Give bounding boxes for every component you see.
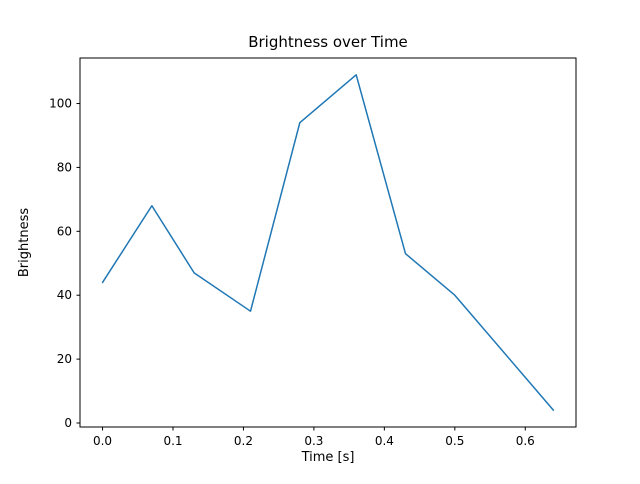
x-tick-label: 0.6 [516, 434, 535, 448]
y-axis-ticks: 0 20 40 60 80 100 [49, 97, 80, 430]
x-tick-label: 0.2 [234, 434, 253, 448]
y-tick-label: 40 [57, 288, 72, 302]
x-tick-label: 0.1 [163, 434, 182, 448]
y-axis-label: Brightness [17, 208, 32, 277]
axes-spines [79, 57, 577, 428]
x-tick-label: 0.3 [304, 434, 323, 448]
y-tick-label: 80 [57, 160, 72, 174]
y-tick-label: 0 [64, 416, 72, 430]
x-tick-label: 0.5 [445, 434, 464, 448]
chart-title: Brightness over Time [248, 33, 408, 51]
brightness-series-line [101, 74, 555, 411]
y-tick-label: 60 [57, 224, 72, 238]
x-axis-label: Time [s] [301, 450, 355, 465]
plot-area [80, 58, 576, 427]
y-tick-label: 100 [49, 97, 72, 111]
x-tick-label: 0.0 [93, 434, 112, 448]
y-tick-label: 20 [57, 352, 72, 366]
x-axis-ticks: 0.0 0.1 0.2 0.3 0.4 0.5 0.6 [93, 427, 535, 448]
x-tick-label: 0.4 [375, 434, 394, 448]
